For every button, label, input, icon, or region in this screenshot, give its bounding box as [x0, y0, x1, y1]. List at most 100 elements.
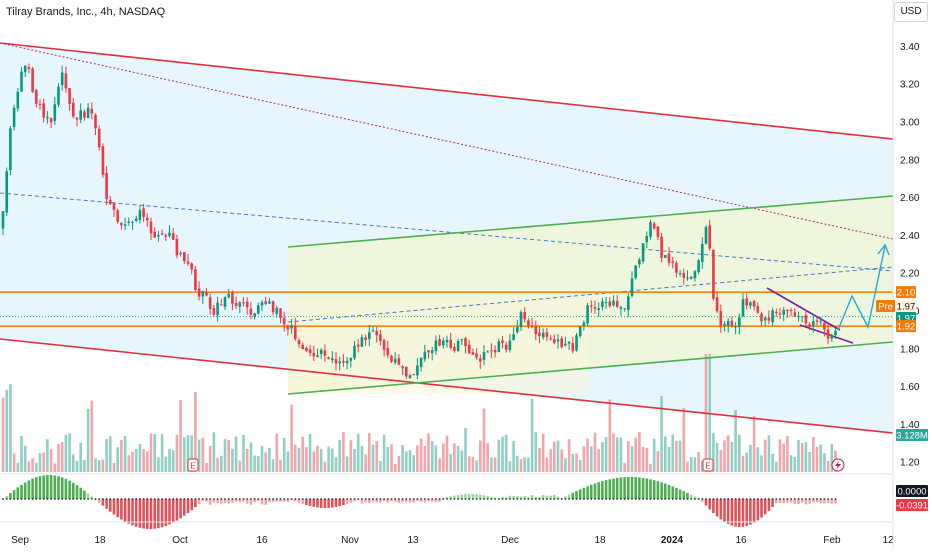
oscillator-bar: [260, 499, 264, 505]
volume-bar: [593, 432, 597, 472]
badge-osc-value-bg: [896, 499, 928, 511]
candle-body: [638, 259, 641, 265]
signal-dot: [742, 498, 744, 500]
volume-bar: [83, 459, 86, 472]
candle-body: [479, 358, 482, 362]
signal-dot: [608, 498, 611, 500]
volume-bar: [20, 436, 23, 472]
candle-body: [819, 321, 822, 323]
volume-bar: [171, 450, 175, 472]
volume-bar: [686, 461, 689, 472]
signal-dot: [194, 498, 197, 500]
signal-dot: [131, 498, 134, 500]
candle-body: [571, 343, 575, 352]
oscillator-bar: [86, 493, 90, 499]
candles[interactable]: [1, 63, 837, 380]
x-tick-label: Dec: [501, 535, 519, 546]
x-tick-label: Sep: [11, 535, 29, 546]
volume-bar: [242, 434, 245, 472]
oscillator-bar: [490, 496, 493, 499]
oscillator-bar: [775, 499, 778, 504]
volume-bar: [153, 434, 156, 472]
candle-body: [590, 305, 593, 307]
volume-bar: [504, 434, 508, 472]
volume-bar: [756, 447, 760, 472]
volume-bar: [142, 449, 145, 472]
volume-bar: [342, 432, 345, 472]
signal-dot: [475, 498, 478, 500]
signal-dot: [301, 498, 304, 500]
signal-dot: [290, 498, 293, 500]
oscillator-bar: [423, 499, 427, 503]
signal-dot: [756, 498, 759, 500]
volume-bar: [416, 445, 419, 472]
oscillator-bar: [72, 482, 75, 499]
candle-body: [160, 233, 164, 235]
volume-bar: [512, 441, 515, 472]
candle-body: [223, 297, 227, 307]
oscillator-bar: [704, 499, 708, 506]
signal-dot: [213, 498, 215, 500]
candle-body: [456, 340, 460, 352]
signal-dot: [749, 498, 752, 500]
oscillator-bar: [379, 499, 382, 503]
volume-bar: [205, 462, 208, 472]
volume-bar: [523, 457, 526, 472]
signal-dot: [716, 498, 718, 500]
volume-bar: [105, 439, 108, 472]
volume-bar: [453, 443, 456, 472]
signal-dot: [183, 498, 186, 500]
oscillator-bar: [534, 496, 538, 499]
candle-body: [767, 317, 771, 321]
candle-body: [708, 225, 711, 249]
signal-dot: [268, 498, 271, 500]
candle-body: [445, 339, 449, 343]
signal-dot: [264, 498, 267, 500]
badge-osc-zero-bg: [896, 485, 928, 497]
currency-button[interactable]: USD: [894, 2, 928, 22]
volume-bar: [127, 455, 131, 472]
oscillator-bar: [164, 499, 168, 526]
oscillator-bar: [64, 478, 68, 499]
oscillator-bar: [464, 494, 467, 499]
oscillator-bar: [752, 499, 756, 523]
oscillator-bar: [730, 499, 734, 526]
volume-bar: [131, 451, 134, 472]
candle-body: [308, 349, 312, 354]
signal-dot: [153, 498, 156, 500]
oscillator-bar: [686, 492, 689, 499]
oscillator-bar: [615, 477, 619, 499]
signal-dot: [542, 498, 545, 500]
oscillator-bar: [793, 499, 797, 504]
candle-body: [120, 223, 123, 226]
volume-bar: [353, 449, 356, 472]
volume-bar: [234, 436, 238, 472]
oscillator-bar: [467, 494, 471, 499]
volume-bar: [482, 408, 486, 472]
candle-body: [434, 340, 438, 351]
volume-bar: [738, 434, 741, 472]
signal-dot: [516, 498, 519, 500]
candle-body: [726, 321, 730, 326]
volume-bar: [601, 442, 604, 472]
signal-dot: [812, 498, 815, 500]
signal-dot: [423, 498, 426, 500]
earnings-marker-label: E: [705, 462, 710, 471]
signal-dot: [39, 498, 41, 500]
signal-dot: [675, 498, 678, 500]
volume-bar: [527, 457, 530, 472]
signal-dot: [638, 498, 641, 500]
volume-bar: [290, 404, 293, 472]
signal-dot: [734, 498, 737, 500]
oscillator-bar: [664, 483, 667, 499]
signal-dot: [235, 498, 238, 500]
oscillator-bar: [634, 477, 637, 499]
volume-bar: [564, 458, 567, 472]
oscillator-bar: [756, 499, 760, 521]
signal-dot: [357, 498, 360, 500]
signal-dot: [564, 498, 567, 500]
candle-body: [149, 221, 153, 234]
